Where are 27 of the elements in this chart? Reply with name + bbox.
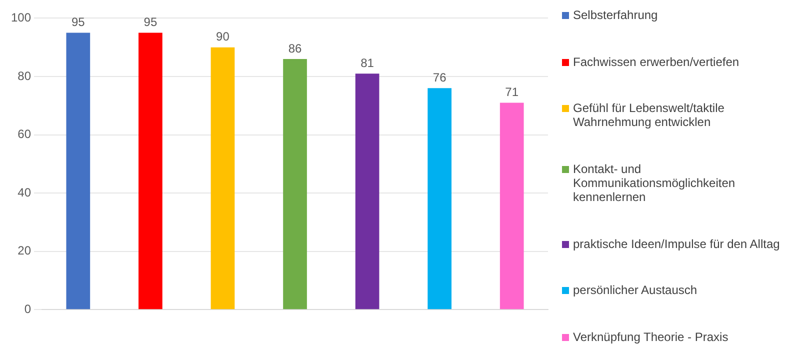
legend-label: Kontakt- und Kommunikationsmöglichkeiten kennenlernen — [573, 162, 736, 204]
data-label: 81 — [360, 56, 374, 70]
y-tick-label: 60 — [18, 127, 32, 142]
legend-label: Selbsterfahrung — [573, 8, 658, 22]
bar — [500, 102, 524, 310]
bar — [138, 32, 162, 310]
bar — [210, 47, 235, 310]
legend-label: Gefühl für Lebenswelt/taktile Wahrnehmung entwicklen — [573, 101, 726, 130]
legend-label: persönlicher Austausch — [573, 283, 698, 298]
legend-label: Fachwissen erwerben/vertiefen — [573, 54, 740, 69]
data-label: 90 — [216, 30, 230, 44]
bar — [66, 32, 90, 310]
legend-label: Verknüpfung Theorie - Praxis — [573, 330, 728, 344]
bar — [283, 58, 307, 310]
bar — [428, 88, 452, 310]
y-tick-label: 80 — [18, 68, 32, 83]
bar — [355, 74, 380, 310]
data-label: 95 — [71, 15, 86, 30]
y-tick-label: 100 — [10, 10, 32, 25]
y-tick-label: 0 — [24, 302, 32, 316]
data-label: 86 — [288, 41, 302, 56]
data-label: 71 — [505, 85, 519, 100]
legend-label: praktische Ideen/Impulse für den Alltag — [573, 236, 780, 251]
y-tick-label: 20 — [18, 244, 32, 258]
data-label: 76 — [432, 70, 447, 84]
y-tick-label: 40 — [18, 185, 32, 200]
data-label: 95 — [144, 15, 158, 30]
